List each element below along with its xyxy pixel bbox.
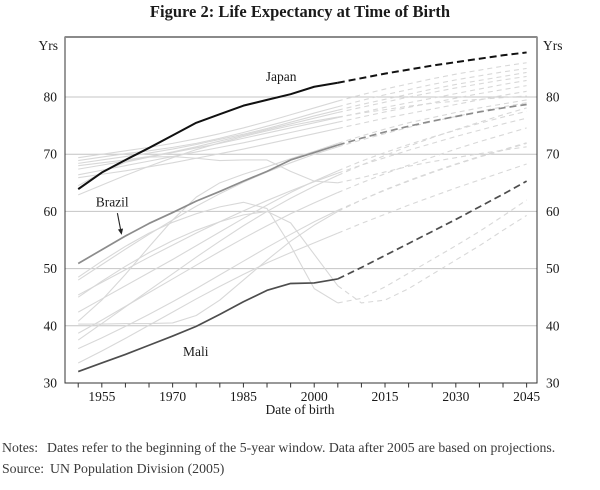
- series-projection-unlabeled-10: [337, 99, 527, 144]
- notes-label: Notes:: [2, 440, 38, 455]
- series-solid-unlabeled-13: [77, 174, 339, 341]
- plot-area: 1955 1970 1985 2000 2015 2030 2045 30 30 40 40 50 50…: [44, 36, 560, 404]
- y-tick-label-left: 30: [44, 376, 58, 391]
- series-solid-unlabeled-6: [78, 121, 338, 176]
- y-tick-label-right: 80: [546, 90, 560, 105]
- y-tick-label-right: 70: [546, 147, 560, 162]
- series-projection-mali: [337, 180, 528, 280]
- series-projection-unlabeled-12: [337, 127, 527, 194]
- series-solid-unlabeled-10: [77, 142, 338, 322]
- series-projection-unlabeled-4: [337, 75, 527, 114]
- x-tick-label: 2030: [442, 389, 469, 404]
- series-projection-unlabeled-11: [337, 142, 527, 212]
- series-projection-unlabeled-17: [337, 142, 527, 211]
- y-tick-label-right: 50: [546, 261, 560, 276]
- annotation-mali: Mali: [183, 344, 209, 359]
- y-tick-label-left: 80: [44, 90, 58, 105]
- series-solid-unlabeled-9: [77, 155, 338, 187]
- plot-border: [64, 36, 538, 384]
- series-solid-unlabeled-18: [77, 201, 339, 304]
- series-projection-unlabeled-14: [337, 110, 527, 172]
- series-solid-unlabeled-20: [77, 232, 339, 364]
- series-projection-unlabeled-9: [337, 146, 527, 184]
- series-projection-unlabeled-18: [337, 199, 527, 304]
- series-projection-unlabeled-15: [337, 102, 527, 148]
- x-tick-label: 1970: [159, 389, 186, 404]
- series-solid-mali: [77, 278, 338, 373]
- series-solid-unlabeled-2: [78, 106, 338, 162]
- y-tick-label-right: 30: [546, 376, 560, 391]
- series-solid-unlabeled-11: [78, 210, 339, 325]
- x-tick-label: 2015: [372, 389, 399, 404]
- series-projection-japan: [337, 51, 527, 84]
- series-solid-japan: [77, 81, 338, 190]
- annotation-brazil: Brazil: [96, 194, 129, 209]
- series-solid-brazil: [77, 144, 339, 265]
- x-axis-label: Date of birth: [266, 402, 335, 417]
- y-axis-unit-left: Yrs: [39, 38, 59, 53]
- series-projection-unlabeled-1: [337, 62, 527, 102]
- x-tick-label: 1985: [230, 389, 257, 404]
- annotation-japan: Japan: [266, 69, 297, 84]
- x-tick-label: 2000: [301, 389, 328, 404]
- chart-title: Figure 2: Life Expectancy at Time of Bir…: [150, 2, 450, 21]
- y-tick-label-left: 60: [44, 204, 58, 219]
- series-projection-unlabeled-13: [337, 107, 527, 176]
- source-text: UN Population Division (2005): [50, 461, 224, 477]
- x-tick-label: 1955: [88, 389, 115, 404]
- series-solid-unlabeled-19: [77, 210, 339, 298]
- notes-text: Dates refer to the beginning of the 5-ye…: [47, 440, 555, 455]
- series-solid-unlabeled-1: [78, 100, 338, 159]
- series-projection-unlabeled-2: [337, 67, 527, 108]
- series-projection-unlabeled-8: [337, 95, 527, 118]
- y-tick-label-left: 70: [44, 147, 58, 162]
- annotation-arrow-line: [116, 213, 122, 230]
- x-tick-label: 2045: [513, 389, 540, 404]
- annotation-arrowhead: [117, 228, 124, 235]
- series-solid-unlabeled-4: [78, 111, 338, 167]
- y-tick-label-right: 60: [546, 204, 560, 219]
- series-solid-unlabeled-16: [77, 172, 339, 296]
- series-projection-unlabeled-16: [337, 117, 527, 174]
- series-solid-unlabeled-12: [77, 192, 339, 334]
- source-label: Source:: [2, 461, 44, 476]
- series-solid-unlabeled-7: [78, 127, 338, 179]
- y-tick-label-left: 50: [44, 261, 58, 276]
- series-solid-unlabeled-3: [78, 109, 338, 164]
- y-axis-unit-right: Yrs: [543, 38, 563, 53]
- series-solid-unlabeled-14: [77, 170, 339, 313]
- y-tick-label-left: 40: [44, 318, 58, 333]
- series-projection-unlabeled-19: [337, 214, 527, 304]
- series-solid-unlabeled-17: [77, 209, 339, 350]
- series-solid-unlabeled-15: [77, 146, 338, 281]
- series-projection-unlabeled-20: [337, 163, 527, 234]
- series-solid-unlabeled-8: [78, 116, 338, 196]
- y-tick-label-right: 40: [546, 318, 560, 333]
